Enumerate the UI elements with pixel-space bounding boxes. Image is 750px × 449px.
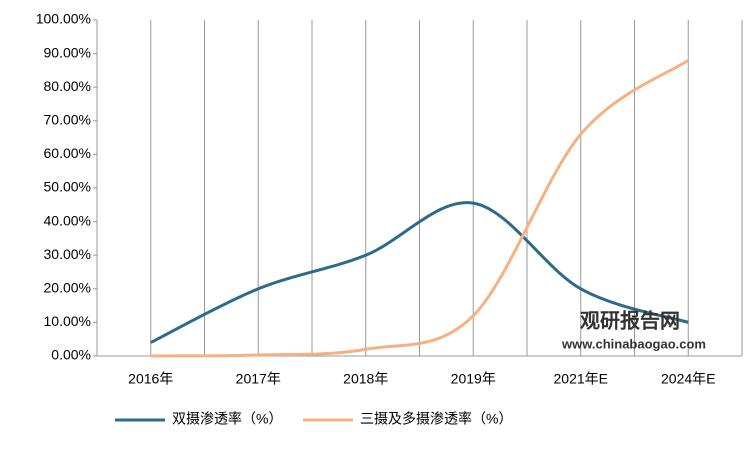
- y-tick-label: 10.00%: [44, 313, 91, 329]
- watermark-url: www.chinabaogao.com: [561, 336, 706, 351]
- plot: 0.00% 10.00% 20.00% 30.00% 40.00% 50.00% 60.00…: [36, 11, 743, 427]
- series-line: [150, 59, 690, 358]
- x-tick-label: 2017年: [236, 371, 281, 387]
- y-tick-label: 90.00%: [44, 44, 91, 60]
- y-tick-label: 30.00%: [44, 246, 91, 262]
- y-tick-label: 0.00%: [51, 347, 91, 363]
- y-tick-label: 50.00%: [44, 179, 91, 195]
- y-tick-label: 100.00%: [36, 11, 91, 27]
- y-tick-label: 70.00%: [44, 112, 91, 128]
- y-tick-label: 20.00%: [44, 280, 91, 296]
- x-tick-label: 2018年: [343, 371, 388, 387]
- y-tick-label: 80.00%: [44, 78, 91, 94]
- x-tick-label: 2016年: [128, 371, 173, 387]
- x-tick-label: 2019年: [451, 371, 496, 387]
- legend-label: 三摄及多摄渗透率（%）: [360, 411, 512, 427]
- series-line: [150, 201, 689, 344]
- y-tick-label: 60.00%: [44, 145, 91, 161]
- watermark-name: 观研报告网: [580, 308, 680, 332]
- x-tick-label: 2024年E: [661, 371, 715, 387]
- x-tick-label: 2021年E: [554, 371, 608, 387]
- legend-label: 双摄渗透率（%）: [172, 411, 282, 427]
- y-tick-label: 40.00%: [44, 212, 91, 228]
